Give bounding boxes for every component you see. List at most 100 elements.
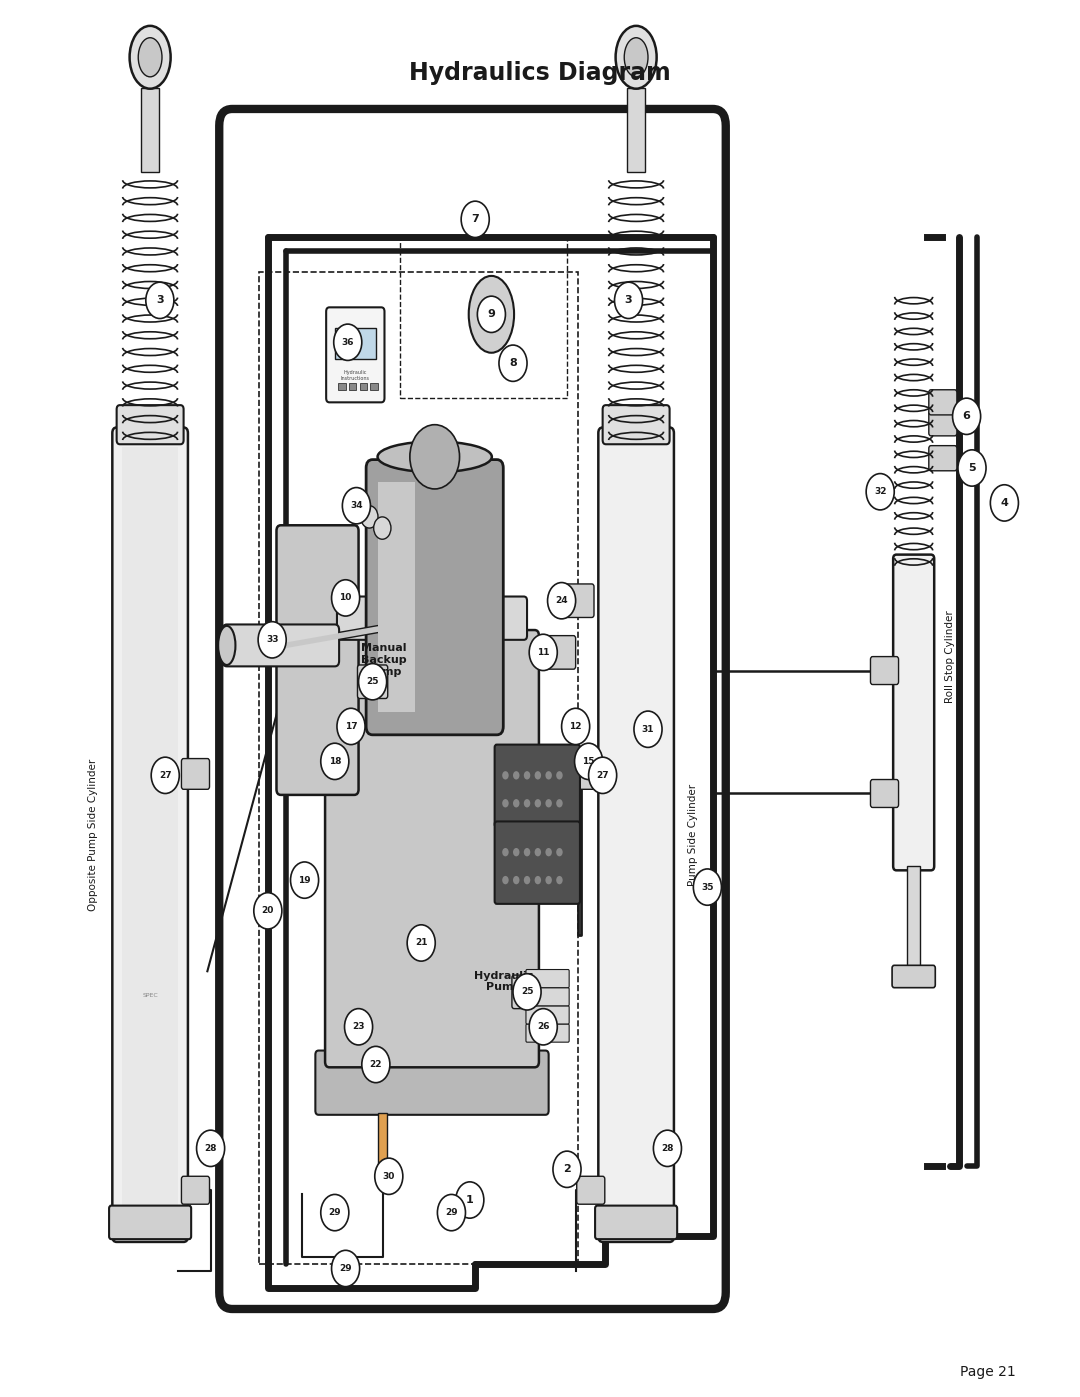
- Circle shape: [461, 201, 489, 237]
- Circle shape: [362, 1046, 390, 1083]
- Circle shape: [291, 862, 319, 898]
- Bar: [627, 88, 645, 172]
- Text: 27: 27: [596, 771, 609, 780]
- Circle shape: [502, 799, 509, 807]
- FancyBboxPatch shape: [337, 597, 527, 640]
- Text: 27: 27: [159, 771, 172, 780]
- Text: 30: 30: [382, 1172, 395, 1180]
- Ellipse shape: [624, 38, 648, 77]
- Circle shape: [556, 876, 563, 884]
- Bar: [370, 383, 378, 390]
- FancyBboxPatch shape: [603, 405, 670, 444]
- Circle shape: [693, 869, 721, 905]
- Text: 11: 11: [537, 648, 550, 657]
- Circle shape: [345, 1009, 373, 1045]
- Text: 2: 2: [563, 1164, 571, 1175]
- Circle shape: [562, 708, 590, 745]
- Circle shape: [545, 799, 552, 807]
- Bar: [349, 383, 356, 390]
- Circle shape: [513, 799, 519, 807]
- Text: 28: 28: [661, 1144, 674, 1153]
- Text: 29: 29: [328, 1208, 341, 1217]
- FancyBboxPatch shape: [870, 780, 899, 807]
- Ellipse shape: [378, 441, 491, 472]
- Text: 36: 36: [341, 338, 354, 346]
- FancyBboxPatch shape: [366, 460, 503, 735]
- Ellipse shape: [469, 277, 514, 353]
- FancyBboxPatch shape: [325, 630, 539, 1067]
- Circle shape: [337, 708, 365, 745]
- Circle shape: [615, 282, 643, 319]
- Circle shape: [990, 485, 1018, 521]
- Circle shape: [502, 848, 509, 856]
- Circle shape: [437, 1194, 465, 1231]
- Circle shape: [575, 743, 603, 780]
- Circle shape: [535, 771, 541, 780]
- Circle shape: [254, 893, 282, 929]
- Circle shape: [348, 495, 365, 517]
- Text: 25: 25: [521, 988, 534, 996]
- Ellipse shape: [138, 38, 162, 77]
- Text: 3: 3: [624, 295, 633, 306]
- FancyBboxPatch shape: [541, 636, 576, 669]
- FancyBboxPatch shape: [495, 745, 580, 827]
- Text: SPEC: SPEC: [143, 993, 158, 997]
- Circle shape: [524, 848, 530, 856]
- FancyBboxPatch shape: [495, 821, 580, 904]
- Circle shape: [375, 1158, 403, 1194]
- Circle shape: [151, 757, 179, 793]
- Circle shape: [545, 876, 552, 884]
- Text: 3: 3: [156, 295, 164, 306]
- Circle shape: [548, 583, 576, 619]
- FancyBboxPatch shape: [326, 307, 384, 402]
- FancyBboxPatch shape: [315, 1051, 549, 1115]
- Circle shape: [407, 925, 435, 961]
- Text: 20: 20: [261, 907, 274, 915]
- Circle shape: [197, 1130, 225, 1166]
- Circle shape: [545, 771, 552, 780]
- Text: 5: 5: [968, 462, 976, 474]
- Circle shape: [513, 848, 519, 856]
- Circle shape: [499, 345, 527, 381]
- FancyBboxPatch shape: [222, 624, 339, 666]
- Text: Hydraulic
Pump: Hydraulic Pump: [474, 971, 534, 992]
- Text: Manual
Backup
Pump: Manual Backup Pump: [361, 644, 406, 676]
- FancyBboxPatch shape: [577, 1176, 605, 1204]
- Text: 29: 29: [339, 1264, 352, 1273]
- Text: 8: 8: [509, 358, 517, 369]
- Bar: [259, 272, 578, 1264]
- Circle shape: [513, 876, 519, 884]
- Text: Page 21: Page 21: [960, 1365, 1016, 1379]
- Bar: [907, 866, 920, 978]
- Text: 25: 25: [366, 678, 379, 686]
- Circle shape: [529, 634, 557, 671]
- Circle shape: [634, 711, 662, 747]
- Bar: [360, 383, 367, 390]
- Circle shape: [589, 757, 617, 793]
- Ellipse shape: [130, 25, 171, 88]
- FancyBboxPatch shape: [181, 1176, 210, 1204]
- FancyBboxPatch shape: [870, 657, 899, 685]
- FancyBboxPatch shape: [276, 525, 359, 795]
- Circle shape: [361, 506, 378, 528]
- Text: Roll Stop Cylinder: Roll Stop Cylinder: [945, 610, 956, 703]
- Circle shape: [374, 517, 391, 539]
- Circle shape: [359, 664, 387, 700]
- Text: 10: 10: [339, 594, 352, 602]
- Circle shape: [502, 876, 509, 884]
- Text: 12: 12: [569, 722, 582, 731]
- Text: 18: 18: [328, 757, 341, 766]
- Text: 32: 32: [874, 488, 887, 496]
- FancyBboxPatch shape: [526, 988, 569, 1006]
- Text: 23: 23: [352, 1023, 365, 1031]
- Text: 33: 33: [266, 636, 279, 644]
- FancyBboxPatch shape: [526, 1006, 569, 1024]
- Circle shape: [258, 622, 286, 658]
- Circle shape: [502, 771, 509, 780]
- Circle shape: [556, 771, 563, 780]
- FancyBboxPatch shape: [892, 965, 935, 988]
- Circle shape: [535, 876, 541, 884]
- Bar: [378, 1113, 387, 1166]
- Circle shape: [456, 1182, 484, 1218]
- Text: 9: 9: [487, 309, 496, 320]
